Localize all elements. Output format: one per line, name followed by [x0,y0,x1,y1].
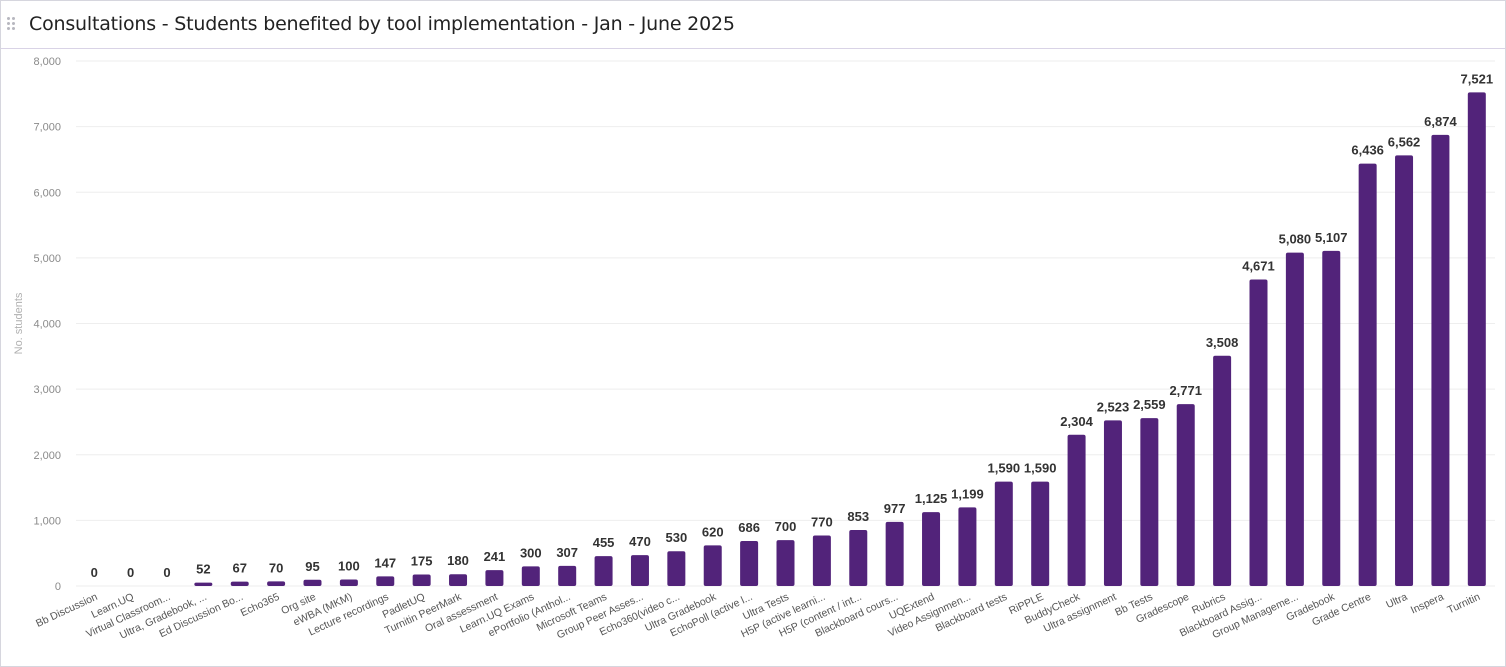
data-label: 2,523 [1097,399,1130,414]
bar [1431,134,1450,587]
data-label: 100 [338,558,360,573]
data-label: 5,080 [1279,232,1312,247]
bar [558,565,577,586]
bar [267,581,286,586]
bar [594,556,613,586]
data-label: 0 [127,565,134,580]
x-tick-label: Ultra [1384,591,1409,611]
x-tick-label: Turnitin [1446,591,1483,617]
x-tick-label: Echo365 [239,591,282,619]
data-label: 620 [702,524,724,539]
data-label: 70 [269,560,283,575]
data-label: 2,559 [1133,397,1166,412]
data-label: 6,874 [1424,114,1457,129]
bar [922,512,941,586]
data-label: 2,304 [1060,414,1093,429]
data-label: 175 [411,554,433,569]
data-label: 2,771 [1169,383,1202,398]
bar [740,540,759,586]
data-label: 700 [775,519,797,534]
bar [1031,481,1050,586]
data-label: 4,671 [1242,258,1275,273]
drag-handle-icon[interactable] [7,17,17,33]
panel-header: Consultations - Students benefited by to… [1,1,1505,49]
bar [630,555,649,586]
bar [703,545,722,586]
bar [1395,155,1414,586]
data-label: 67 [232,561,246,576]
data-label: 241 [484,549,506,564]
data-label: 180 [447,553,469,568]
bar [1467,92,1486,586]
bar [1176,404,1195,586]
data-label: 770 [811,514,833,529]
y-tick-label: 1,000 [33,515,61,527]
y-tick-label: 0 [55,581,61,593]
data-label: 7,521 [1461,71,1494,86]
data-label: 1,199 [951,486,984,501]
bar [1213,355,1232,586]
bar [1322,250,1341,586]
bar [849,530,868,586]
data-label: 0 [91,565,98,580]
bar [485,570,504,586]
bar [412,574,431,586]
data-label: 300 [520,545,542,560]
chart-title: Consultations - Students benefited by to… [29,13,735,35]
bar [1067,434,1086,586]
data-label: 52 [196,562,210,577]
bar [1285,252,1304,586]
data-label: 530 [665,530,687,545]
data-label: 95 [305,559,319,574]
bar [1358,163,1377,586]
data-label: 5,107 [1315,230,1348,245]
y-axis-label: No. students [13,292,25,354]
bar [449,574,468,586]
data-label: 6,436 [1351,143,1384,158]
data-label: 977 [884,501,906,516]
bar [339,579,358,586]
bar [194,582,213,586]
x-tick-label: Inspera [1409,591,1446,617]
data-label: 455 [593,535,615,550]
y-tick-label: 6,000 [33,187,61,199]
data-label: 6,562 [1388,134,1421,149]
data-label: 1,590 [1024,461,1057,476]
data-label: 686 [738,520,760,535]
bar [958,507,977,586]
bar [1140,418,1159,586]
y-tick-label: 7,000 [33,122,61,134]
data-label: 1,590 [988,461,1021,476]
bar [885,521,904,586]
bar [667,551,686,586]
bar [776,540,795,586]
bar [303,579,322,586]
data-label: 0 [163,565,170,580]
y-tick-label: 8,000 [33,56,61,68]
data-label: 307 [556,545,578,560]
bar [521,566,540,586]
bar [376,576,395,586]
bar [812,535,831,586]
bar [1103,420,1122,586]
data-label: 1,125 [915,491,948,506]
y-tick-label: 3,000 [33,384,61,396]
data-label: 147 [374,555,396,570]
bar [994,481,1013,586]
data-label: 853 [847,509,869,524]
bar [1249,279,1268,586]
bar [230,581,249,586]
y-tick-label: 4,000 [33,319,61,331]
data-label: 3,508 [1206,335,1239,350]
y-tick-label: 2,000 [33,450,61,462]
data-label: 470 [629,534,651,549]
y-tick-label: 5,000 [33,253,61,265]
